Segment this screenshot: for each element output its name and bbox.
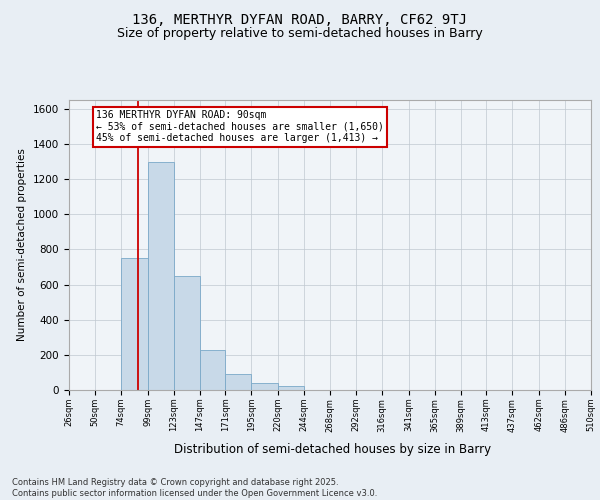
Bar bbox=[121, 258, 148, 390]
Text: Distribution of semi-detached houses by size in Barry: Distribution of semi-detached houses by … bbox=[175, 442, 491, 456]
Bar bbox=[278, 386, 304, 390]
Bar bbox=[148, 162, 173, 390]
Bar bbox=[173, 276, 200, 390]
Text: 136, MERTHYR DYFAN ROAD, BARRY, CF62 9TJ: 136, MERTHYR DYFAN ROAD, BARRY, CF62 9TJ bbox=[133, 12, 467, 26]
Bar bbox=[200, 350, 226, 390]
Bar bbox=[251, 383, 278, 390]
Text: 136 MERTHYR DYFAN ROAD: 90sqm
← 53% of semi-detached houses are smaller (1,650)
: 136 MERTHYR DYFAN ROAD: 90sqm ← 53% of s… bbox=[96, 110, 384, 144]
Bar bbox=[226, 374, 251, 390]
Text: Size of property relative to semi-detached houses in Barry: Size of property relative to semi-detach… bbox=[117, 28, 483, 40]
Text: Contains HM Land Registry data © Crown copyright and database right 2025.
Contai: Contains HM Land Registry data © Crown c… bbox=[12, 478, 377, 498]
Y-axis label: Number of semi-detached properties: Number of semi-detached properties bbox=[17, 148, 28, 342]
